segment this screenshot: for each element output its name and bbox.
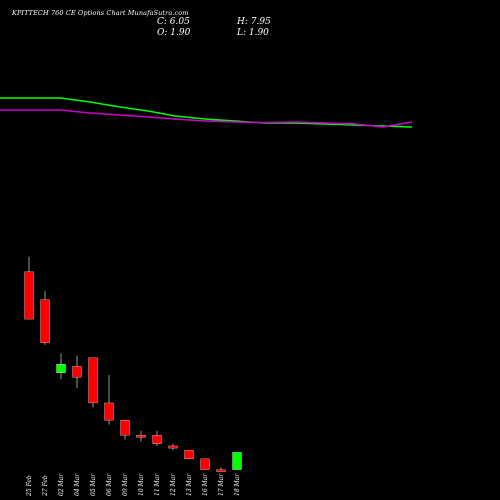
candle-body — [56, 364, 66, 374]
x-tick-label: 16 Mar — [202, 473, 209, 496]
candle-body — [136, 435, 146, 438]
x-tick-label: 02 Mar — [58, 473, 65, 496]
x-tick-label: 04 Mar — [74, 473, 81, 496]
x-tick-label: 05 Mar — [90, 473, 97, 496]
candle-body — [40, 299, 50, 343]
indicator-line-1 — [0, 97, 413, 128]
x-tick-label: 06 Mar — [106, 473, 113, 496]
candle-body — [72, 366, 82, 378]
chart-title: KPITTECH 760 CE Options Chart MunafaSutr… — [12, 9, 189, 17]
open-value: O: 1.90 — [157, 28, 191, 38]
candle-body — [232, 452, 242, 470]
close-value: C: 6.05 — [157, 17, 190, 27]
x-tick-label: 27 Feb — [42, 475, 49, 497]
x-tick-label: 11 Mar — [154, 473, 161, 496]
candle-body — [216, 469, 226, 472]
candle-body — [152, 435, 162, 444]
low-value: L: 1.90 — [237, 28, 269, 38]
x-tick-label: 18 Mar — [234, 473, 241, 496]
x-tick-label: 25 Feb — [26, 475, 33, 497]
candle-body — [120, 419, 130, 436]
candle-body — [24, 271, 34, 320]
candle-body — [104, 402, 114, 421]
high-value: H: 7.95 — [237, 17, 271, 27]
x-tick-label: 09 Mar — [122, 473, 129, 496]
candle-body — [200, 458, 210, 470]
candle-body — [184, 450, 194, 460]
x-tick-label: 17 Mar — [218, 473, 225, 496]
indicator-line-2 — [0, 109, 413, 128]
x-tick-label: 12 Mar — [170, 473, 177, 496]
x-tick-label: 10 Mar — [138, 473, 145, 496]
candle-body — [88, 357, 98, 404]
candle-body — [168, 445, 178, 449]
x-tick-label: 13 Mar — [186, 473, 193, 496]
